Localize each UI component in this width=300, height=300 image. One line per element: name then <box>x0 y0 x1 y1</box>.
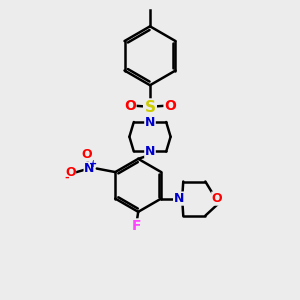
Text: N: N <box>145 145 155 158</box>
Text: N: N <box>174 192 184 205</box>
Text: O: O <box>212 192 222 205</box>
Text: F: F <box>132 219 142 233</box>
Text: O: O <box>124 99 136 113</box>
Text: N: N <box>84 162 94 175</box>
Text: -: - <box>64 172 69 182</box>
Text: O: O <box>65 167 76 179</box>
Text: O: O <box>82 148 92 161</box>
Text: +: + <box>89 159 97 169</box>
Text: O: O <box>164 99 176 113</box>
Text: N: N <box>145 116 155 128</box>
Text: S: S <box>145 100 155 115</box>
